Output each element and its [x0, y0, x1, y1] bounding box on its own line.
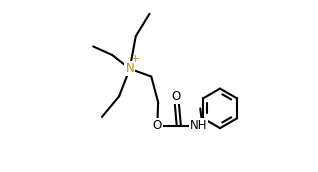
Text: O: O	[153, 119, 162, 132]
Text: N: N	[125, 62, 134, 75]
Text: O: O	[172, 90, 181, 103]
Text: +: +	[131, 54, 139, 64]
Text: NH: NH	[190, 119, 207, 132]
